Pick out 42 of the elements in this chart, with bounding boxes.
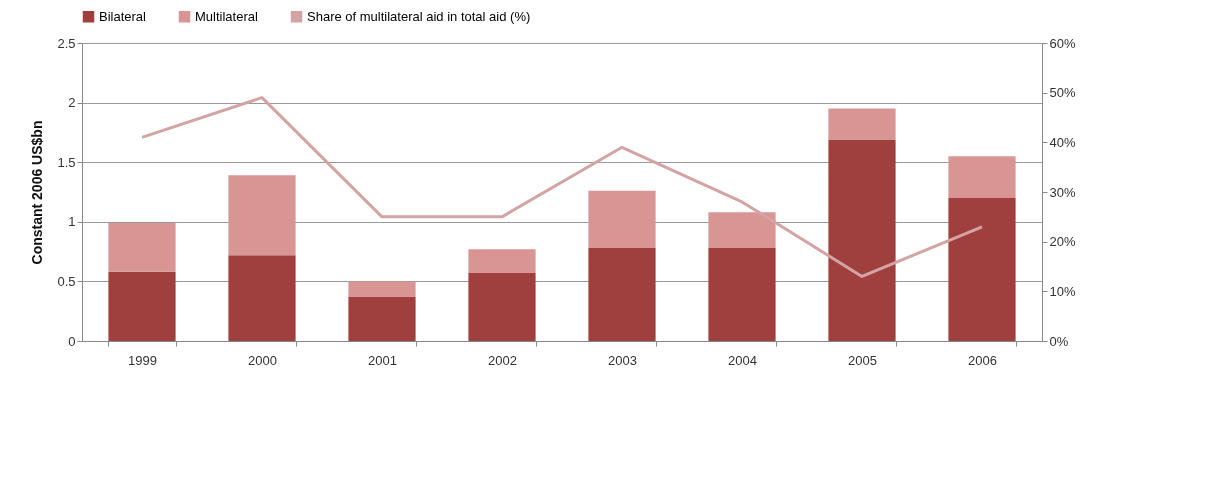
x-tick-label: 2005 (848, 352, 877, 368)
bar (468, 249, 536, 274)
bar (228, 255, 296, 341)
y2-tick-label: 50% (1049, 85, 1076, 101)
bar (108, 271, 176, 341)
bar (708, 248, 776, 341)
y2-tick-label: 30% (1049, 184, 1076, 200)
legend-label: Bilateral (99, 8, 147, 24)
x-tick-label: 2000 (248, 352, 277, 368)
bar (828, 139, 896, 341)
x-tick-label: 2004 (728, 352, 757, 368)
bar (468, 273, 536, 341)
x-tick-label: 1999 (128, 352, 157, 368)
x-tick-label: 2003 (608, 352, 637, 368)
bar (828, 108, 896, 140)
y2-tick-label: 0% (1049, 333, 1069, 349)
y-tick-label: 2.5 (57, 35, 76, 51)
y2-tick-label: 20% (1049, 234, 1076, 250)
y-tick-label: 1 (68, 214, 76, 230)
bar (108, 222, 176, 272)
bar (348, 296, 416, 341)
y2-tick-label: 60% (1049, 35, 1076, 51)
bar (948, 156, 1016, 198)
x-tick-label: 2006 (968, 352, 997, 368)
x-tick-label: 2002 (488, 352, 517, 368)
bar (228, 175, 296, 256)
bar (348, 281, 416, 297)
x-tick-label: 2001 (368, 352, 397, 368)
y-tick-label: 0 (68, 333, 76, 349)
bar (948, 197, 1016, 341)
y2-tick-label: 40% (1049, 134, 1076, 150)
legend-label: Share of multilateral aid in total aid (%) (307, 8, 531, 24)
line-series (140, 96, 984, 278)
y-tick-label: 1.5 (57, 154, 76, 170)
y-tick-label: 2 (68, 95, 76, 111)
bar (588, 190, 656, 249)
legend-label: Multilateral (195, 8, 258, 24)
y2-tick-label: 10% (1049, 283, 1076, 299)
y-tick-label: 0.5 (57, 273, 76, 289)
bar (708, 212, 776, 249)
y-axis-title: Constant 2006 US$bn (29, 120, 46, 265)
bar (588, 248, 656, 341)
